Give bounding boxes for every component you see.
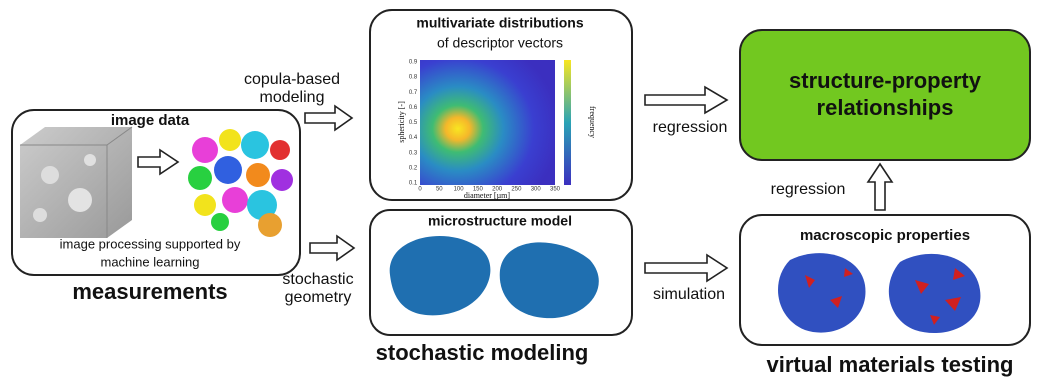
caption: image processing supported by — [60, 236, 241, 251]
colorbar — [564, 60, 571, 185]
arrow — [304, 104, 354, 132]
edge-label: regression — [653, 119, 728, 136]
result-box — [739, 29, 1031, 161]
edge-label: regression — [771, 181, 846, 198]
sample-detail — [805, 268, 853, 308]
result-text: structure-property — [789, 68, 982, 93]
edge-label: stochastic — [282, 271, 353, 288]
result-text: relationships — [817, 95, 954, 120]
tick-label: 50 — [436, 187, 443, 193]
segmented-particles — [188, 129, 293, 237]
stage-label: virtual materials testing — [767, 352, 1014, 377]
edge-label: modeling — [260, 89, 325, 106]
tick-label: 0 — [418, 187, 422, 193]
tick-label: 250 — [511, 187, 522, 193]
edge-label: copula-based — [244, 71, 340, 88]
cube-image — [20, 126, 133, 238]
tick-label: 0.5 — [409, 120, 418, 126]
arrow — [137, 148, 180, 176]
arrow — [644, 253, 729, 283]
tick-label: 300 — [531, 187, 542, 193]
caption: machine learning — [100, 254, 199, 269]
axis-label: frequency — [588, 106, 597, 138]
arrow — [644, 85, 729, 115]
particle — [389, 236, 491, 316]
tick-label: 150 — [473, 187, 484, 193]
tick-label: 0.1 — [409, 181, 418, 187]
stage-label: stochastic modeling — [376, 340, 589, 365]
particle — [499, 242, 599, 319]
box-title: microstructure model — [428, 213, 572, 229]
axis-label: diameter [µm] — [464, 191, 510, 200]
tick-label: 0.2 — [409, 165, 418, 171]
sample — [778, 253, 866, 333]
edge-label: geometry — [285, 289, 352, 306]
tick-label: 0.6 — [409, 105, 418, 111]
axis-label: sphericity [-] — [397, 101, 406, 143]
heatmap — [420, 60, 555, 185]
tick-label: 0.8 — [409, 75, 418, 81]
tick-label: 350 — [550, 187, 561, 193]
stage-label: measurements — [72, 279, 227, 304]
box-title: multivariate distributions — [416, 15, 583, 31]
tick-label: 0.9 — [409, 60, 418, 66]
arrow — [866, 162, 894, 211]
box-title: image data — [111, 112, 190, 129]
box-title: macroscopic properties — [800, 227, 970, 244]
tick-label: 100 — [454, 187, 465, 193]
arrow — [309, 234, 356, 262]
tick-label: 0.4 — [409, 135, 418, 141]
sample-detail — [915, 268, 965, 325]
edge-label: simulation — [653, 286, 725, 303]
box-subtitle: of descriptor vectors — [437, 35, 563, 51]
tick-label: 0.3 — [409, 150, 418, 156]
tick-label: 200 — [492, 187, 503, 193]
tick-label: 0.7 — [409, 90, 418, 96]
